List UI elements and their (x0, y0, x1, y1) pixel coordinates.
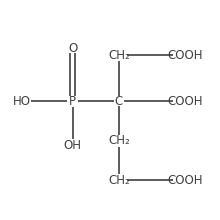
Text: OH: OH (64, 139, 82, 152)
Text: CH₂: CH₂ (108, 134, 130, 147)
Text: CH₂: CH₂ (108, 174, 130, 187)
Text: C: C (115, 95, 123, 108)
Text: CH₂: CH₂ (108, 48, 130, 62)
Text: COOH: COOH (167, 95, 203, 108)
Text: COOH: COOH (167, 174, 203, 187)
Text: O: O (68, 42, 77, 55)
Text: COOH: COOH (167, 48, 203, 62)
Text: P: P (69, 95, 76, 108)
Text: HO: HO (13, 95, 31, 108)
